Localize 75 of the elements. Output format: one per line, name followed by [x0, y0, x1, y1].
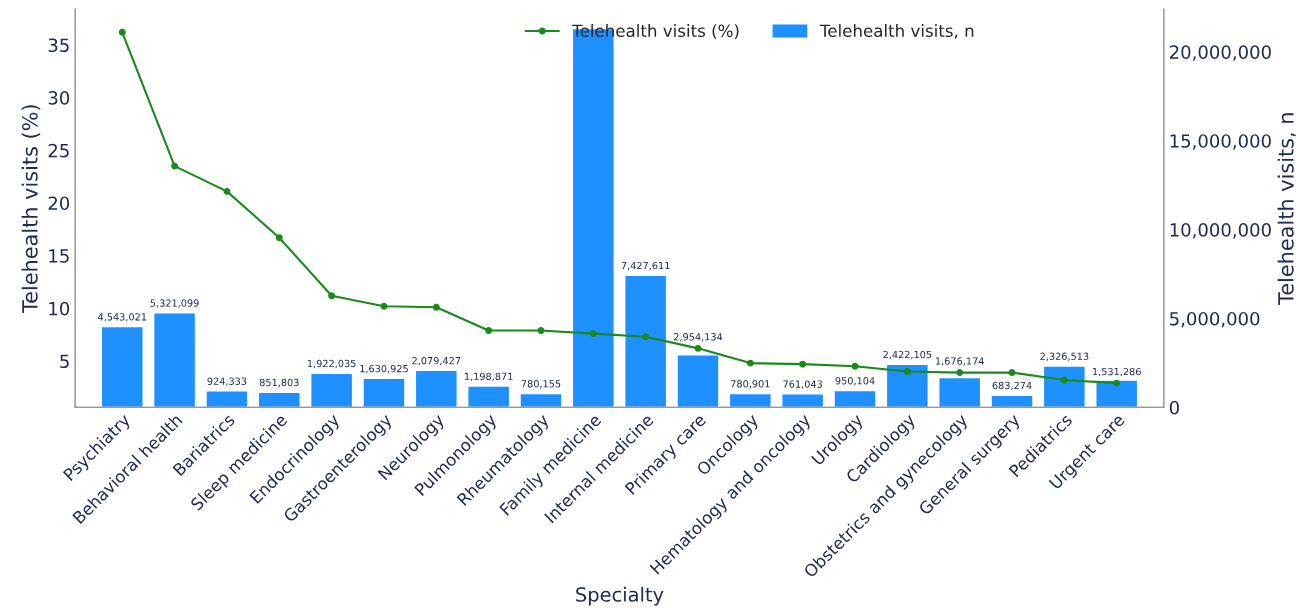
data-label: 924,333 [207, 377, 247, 386]
data-label: 780,155 [521, 380, 561, 389]
data-label: 1,198,871 [464, 372, 513, 381]
data-label: 2,422,105 [883, 350, 932, 360]
y-tick-label: 25 [48, 143, 69, 158]
data-label: 1,922,035 [307, 359, 356, 369]
point [223, 187, 231, 195]
y2-tick-label: 5,000,000 [1170, 311, 1260, 328]
bar [309, 372, 354, 408]
data-label: 2,954,134 [673, 333, 723, 342]
data-label: 5,321,099 [150, 299, 199, 308]
point [1060, 376, 1068, 384]
legend-label: Telehealth visits (%) [572, 24, 739, 39]
y-tick-label: 15 [49, 249, 69, 263]
bar [152, 312, 197, 408]
point [328, 292, 336, 300]
bar [205, 390, 249, 408]
bar [990, 394, 1034, 408]
bar [414, 369, 458, 408]
point [275, 234, 283, 242]
bar [676, 354, 720, 408]
y2-tick-label: 15,000,000 [1170, 134, 1271, 150]
point [799, 360, 807, 368]
data-label: 2,079,427 [412, 356, 461, 366]
point [1113, 379, 1121, 387]
bar [781, 393, 825, 408]
x-axis-title: Specialty [576, 586, 664, 606]
data-label: 1,676,174 [936, 357, 984, 366]
point [851, 362, 859, 370]
y2-axis-title: Telehealth visits, n [1277, 113, 1296, 305]
point [642, 333, 650, 341]
bar [1042, 365, 1086, 408]
y-tick-label: 30 [48, 91, 70, 105]
y2-tick-label: 10,000,000 [1170, 223, 1271, 239]
bar [728, 392, 772, 408]
point [171, 162, 179, 170]
y-axis-title: Telehealth visits (%) [21, 105, 41, 314]
y-tick-label: 20 [48, 196, 70, 211]
point [589, 330, 597, 338]
point [432, 303, 440, 311]
point [694, 344, 702, 352]
point [118, 28, 126, 36]
bar [362, 377, 406, 408]
data-label: 7,427,611 [621, 261, 670, 271]
point [485, 326, 493, 334]
bar [885, 363, 929, 408]
bar [467, 385, 511, 408]
point [1008, 369, 1016, 377]
data-label: 851,803 [259, 378, 299, 388]
legend-label: Telehealth visits, n [819, 24, 974, 39]
point [380, 302, 388, 310]
bar [519, 392, 563, 408]
data-label: 683,274 [992, 381, 1032, 391]
data-label: 2,326,513 [1040, 352, 1089, 361]
data-label: 761,043 [783, 380, 822, 389]
y-tick-label: 5 [60, 354, 69, 369]
bar [624, 274, 668, 408]
bar [833, 389, 877, 408]
bar [257, 391, 301, 408]
bar [938, 376, 982, 408]
data-label: 4,543,021 [98, 313, 147, 322]
y2-tick-label: 20,000,000 [1169, 45, 1271, 61]
data-label: 1,630,925 [360, 364, 408, 374]
y-tick-label: 10 [49, 301, 70, 316]
bar [100, 325, 144, 408]
y-tick-label: 35 [48, 38, 69, 53]
data-label: 1,531,286 [1093, 367, 1141, 377]
point [537, 326, 545, 334]
data-label: 780,901 [731, 380, 770, 389]
data-label: 950,104 [835, 377, 875, 386]
bar [1095, 379, 1139, 408]
point [903, 368, 911, 376]
point [956, 369, 964, 377]
y2-tick-label: 0 [1169, 400, 1179, 415]
point [746, 359, 754, 367]
